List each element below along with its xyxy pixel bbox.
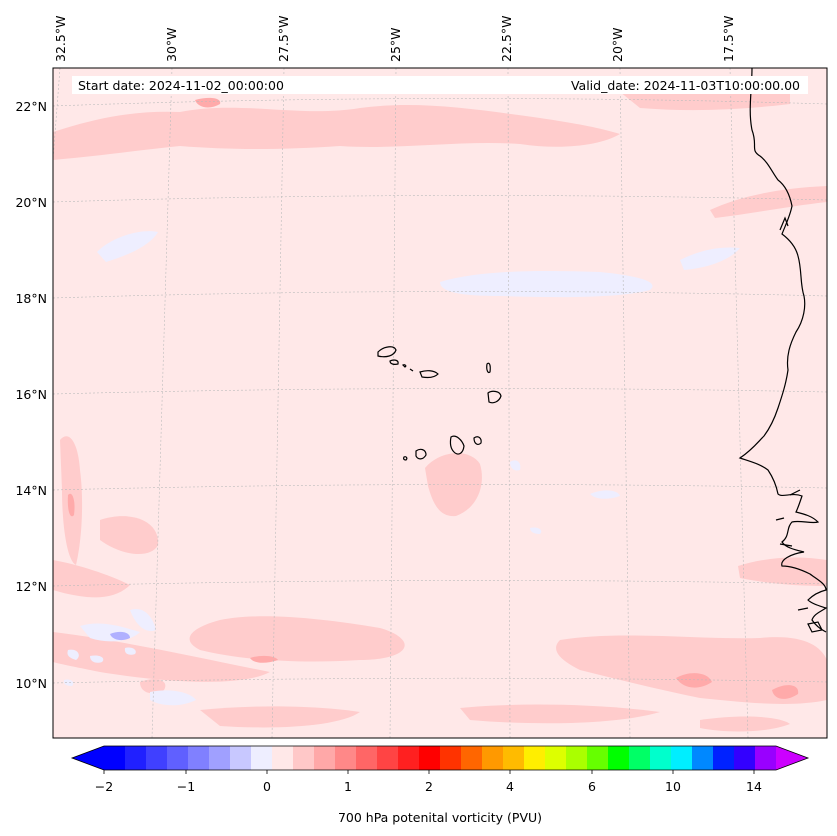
lon-label: 30°W bbox=[164, 27, 179, 62]
colorbar-segment bbox=[104, 746, 126, 770]
lon-label: 17.5°W bbox=[721, 16, 736, 62]
colorbar-tick-label: 10 bbox=[665, 779, 681, 794]
colorbar-segment bbox=[335, 746, 357, 770]
colorbar-segment bbox=[755, 746, 777, 770]
colorbar-segment bbox=[650, 746, 672, 770]
valid-date-text: Valid_date: 2024-11-03T10:00:00.00 bbox=[571, 78, 800, 93]
colorbar-tick-label: 4 bbox=[506, 779, 514, 794]
colorbar-segment bbox=[461, 746, 483, 770]
colorbar-segment bbox=[272, 746, 294, 770]
lat-label: 18°N bbox=[15, 291, 47, 306]
colorbar-ticks bbox=[103, 770, 755, 774]
colorbar-segment bbox=[188, 746, 210, 770]
pv-negative-strong-contours bbox=[110, 631, 130, 641]
colorbar-segment bbox=[398, 746, 420, 770]
colorbar-segment bbox=[671, 746, 693, 770]
colorbar-segment bbox=[587, 746, 609, 770]
lon-label: 20°W bbox=[610, 27, 625, 62]
colorbar-segment bbox=[713, 746, 735, 770]
lon-label: 22.5°W bbox=[499, 16, 514, 62]
colorbar-tick-label: 0 bbox=[263, 779, 271, 794]
colorbar-tick-label: −2 bbox=[95, 779, 113, 794]
latitude-labels: 22°N 20°N 18°N 16°N 14°N 12°N 10°N bbox=[15, 99, 47, 691]
lat-label: 10°N bbox=[15, 676, 47, 691]
colorbar-segment bbox=[167, 746, 189, 770]
graticule bbox=[52, 67, 828, 739]
colorbar-tick-label: 6 bbox=[588, 779, 596, 794]
lat-label: 22°N bbox=[15, 99, 47, 114]
colorbar-tick-label: 2 bbox=[425, 779, 433, 794]
colorbar-segment bbox=[293, 746, 315, 770]
pv-positive-strong-contours bbox=[67, 97, 799, 699]
colorbar-under-arrow bbox=[72, 746, 104, 770]
pv-negative-contours bbox=[63, 231, 740, 706]
colorbar: −2 −1 0 1 2 4 6 10 14 700 hPa potenital … bbox=[70, 745, 810, 825]
lat-label: 12°N bbox=[15, 579, 47, 594]
lon-label: 27.5°W bbox=[276, 16, 291, 62]
map-frame bbox=[52, 67, 828, 739]
colorbar-tick-label: −1 bbox=[177, 779, 195, 794]
cape-verde-islands bbox=[377, 346, 502, 461]
colorbar-segment bbox=[608, 746, 630, 770]
colorbar-segment bbox=[230, 746, 252, 770]
colorbar-label: 700 hPa potenital vorticity (PVU) bbox=[338, 810, 542, 825]
lon-label: 25°W bbox=[388, 27, 403, 62]
map-background bbox=[53, 68, 827, 738]
colorbar-segment bbox=[566, 746, 588, 770]
colorbar-segment bbox=[125, 746, 147, 770]
colorbar-segment bbox=[524, 746, 546, 770]
african-coastline bbox=[738, 67, 828, 633]
lat-label: 14°N bbox=[15, 483, 47, 498]
colorbar-segment bbox=[377, 746, 399, 770]
colorbar-segment bbox=[503, 746, 525, 770]
colorbar-segment bbox=[419, 746, 441, 770]
lat-label: 20°N bbox=[15, 195, 47, 210]
colorbar-segment bbox=[692, 746, 714, 770]
colorbar-segment bbox=[209, 746, 231, 770]
start-date-text: Start date: 2024-11-02_00:00:00 bbox=[78, 78, 284, 93]
colorbar-segment bbox=[629, 746, 651, 770]
longitude-labels: 32.5°W 30°W 27.5°W 25°W 22.5°W 20°W 17.5… bbox=[53, 16, 736, 62]
colorbar-segment bbox=[251, 746, 273, 770]
colorbar-segment bbox=[314, 746, 336, 770]
lat-label: 16°N bbox=[15, 387, 47, 402]
colorbar-segment bbox=[545, 746, 567, 770]
header-box bbox=[72, 76, 808, 94]
colorbar-segment bbox=[146, 746, 168, 770]
colorbar-segments bbox=[104, 746, 777, 770]
colorbar-over-arrow bbox=[776, 746, 808, 770]
colorbar-segment bbox=[482, 746, 504, 770]
colorbar-segment bbox=[356, 746, 378, 770]
colorbar-segment bbox=[734, 746, 756, 770]
colorbar-segment bbox=[440, 746, 462, 770]
colorbar-tick-label: 14 bbox=[746, 779, 762, 794]
colorbar-tick-label: 1 bbox=[344, 779, 352, 794]
lon-label: 32.5°W bbox=[53, 16, 68, 62]
